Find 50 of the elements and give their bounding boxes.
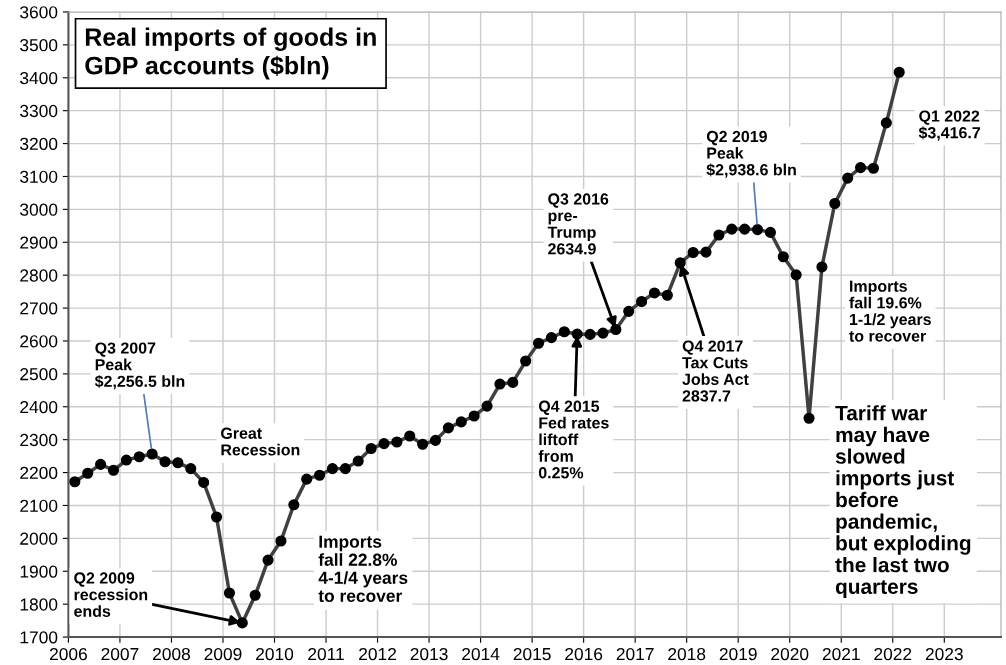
y-tick-label: 2400 — [20, 400, 58, 414]
y-tick-label: 3000 — [20, 203, 58, 216]
y-tick-label: 2300 — [20, 433, 58, 447]
x-tick-label: 2014 — [462, 647, 500, 661]
annotation: Imports fall 19.6% 1-1/2 years to recover — [849, 280, 931, 342]
x-tick-label: 2015 — [513, 647, 551, 661]
text: Tariff war may have slowed imports just before pandemic, but exploding the last two quarters — [835, 405, 971, 599]
annotation: Great Recession — [221, 427, 300, 456]
y-tick-label: 2000 — [20, 532, 58, 545]
x-tick-label: 2018 — [668, 647, 706, 661]
x-tick-label: 2016 — [565, 647, 603, 661]
x-tick-label: 2020 — [771, 647, 809, 661]
y-tick-label: 1800 — [20, 598, 58, 611]
y-tick-label: 3600 — [20, 6, 58, 19]
annotation: Q2 2019 Peak $2,938.6 bln — [706, 130, 796, 178]
x-tick-label: 2006 — [49, 647, 87, 661]
annotation: Q1 2022 $3,416.7 — [918, 110, 980, 141]
y-tick-label: 2600 — [20, 335, 58, 348]
x-tick-label: 2022 — [874, 647, 912, 661]
y-tick-label: 3100 — [20, 170, 58, 183]
y-tick-label: 1700 — [20, 631, 58, 644]
annotation: Q4 2017 Tax Cuts Jobs Act 2837.7 — [682, 340, 749, 402]
y-tick-label: 3200 — [20, 137, 58, 151]
x-tick-label: 2012 — [359, 647, 396, 661]
y-tick-label: 2100 — [20, 499, 58, 512]
y-tick-label: 2500 — [20, 368, 58, 381]
x-tick-label: 2019 — [719, 647, 757, 661]
x-tick-label: 2007 — [101, 647, 139, 661]
annotation: Q4 2015 Fed rates liftoff from 0.25% — [538, 400, 609, 479]
x-tick-label: 2013 — [410, 647, 448, 661]
annotation: Q2 2009 recession ends — [74, 572, 148, 617]
x-tick-label: 2009 — [204, 647, 242, 661]
y-tick-label: 2200 — [20, 466, 58, 480]
x-tick-label: 2023 — [925, 647, 963, 661]
y-tick-label: 2900 — [20, 236, 58, 249]
y-tick-label: 2700 — [20, 302, 58, 315]
x-tick-label: 2008 — [153, 647, 191, 661]
x-tick-label: 2010 — [256, 647, 294, 661]
y-tick-label: 1900 — [20, 565, 58, 578]
x-tick-label: 2017 — [616, 647, 654, 661]
y-tick-label: 3300 — [20, 104, 58, 118]
y-tick-label: 3500 — [20, 39, 58, 52]
y-tick-label: 3400 — [20, 71, 58, 85]
annotation: Q3 2016 pre- Trump 2634.9 — [547, 193, 609, 255]
annotation: Imports fall 22.8% 4-1/4 years to recover — [318, 535, 408, 603]
text: Real imports of goods in GDP accounts ($bln) — [85, 27, 376, 80]
annotation: Q3 2007 Peak $2,256.5 bln — [94, 342, 185, 390]
x-tick-label: 2021 — [822, 647, 860, 661]
y-tick-label: 2800 — [20, 269, 58, 282]
x-tick-label: 2011 — [308, 647, 344, 661]
